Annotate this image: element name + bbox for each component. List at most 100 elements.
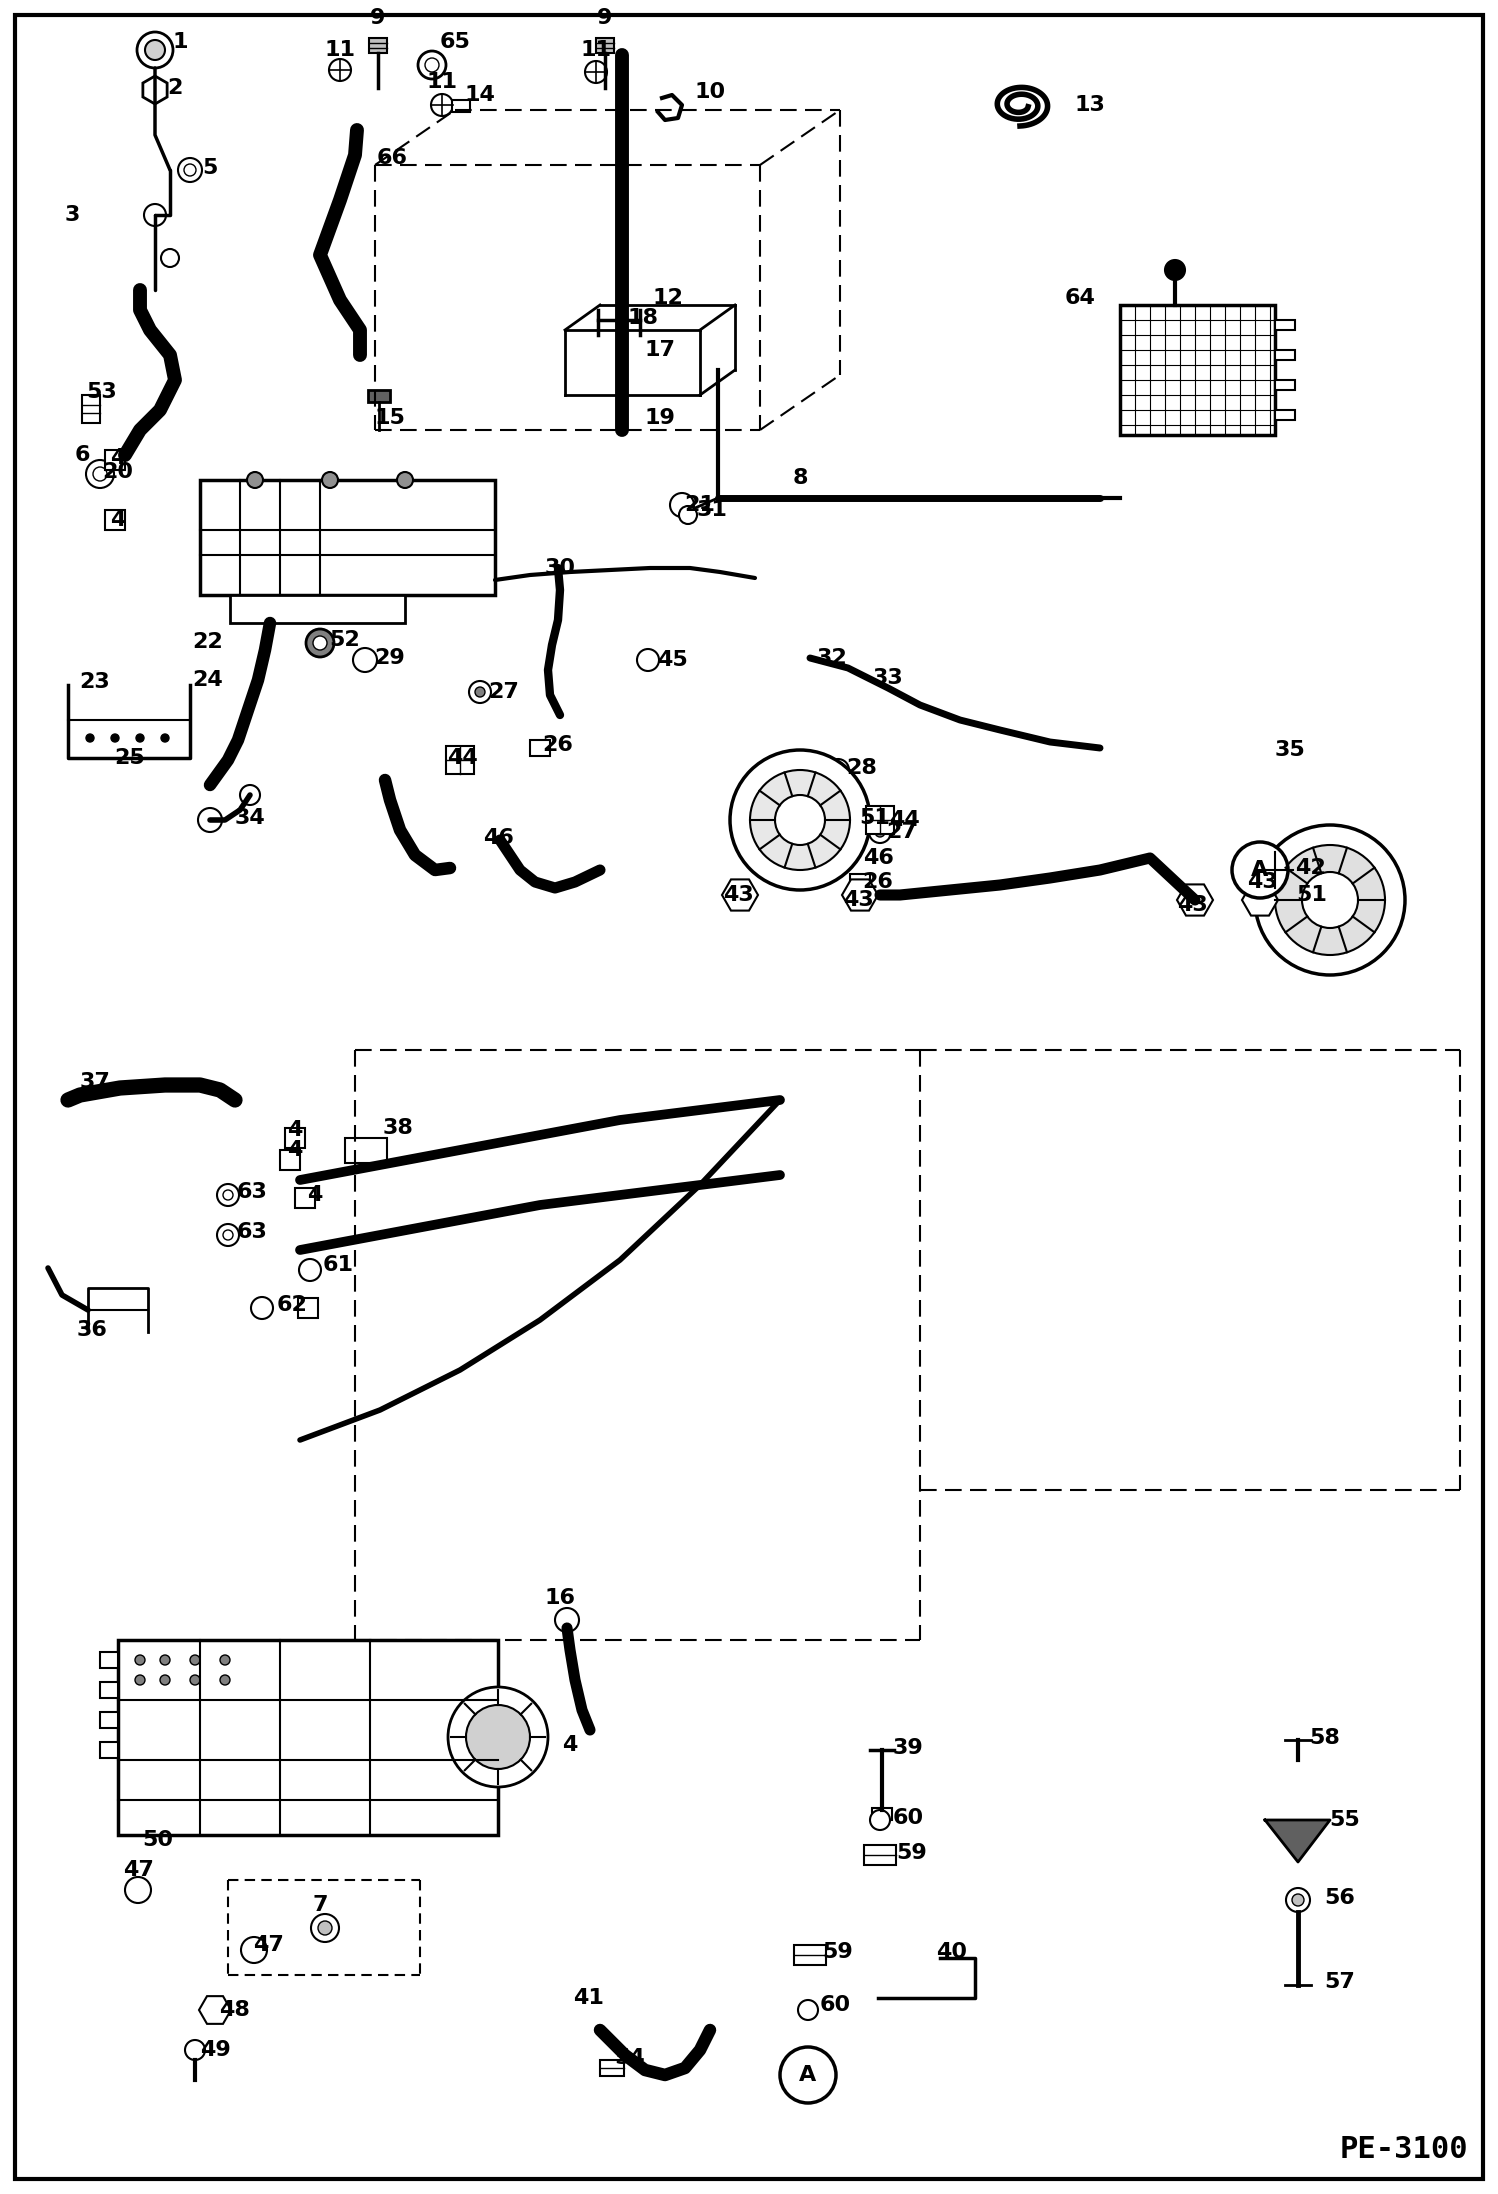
Circle shape <box>1231 842 1288 897</box>
Text: A: A <box>1251 860 1269 880</box>
Text: 60: 60 <box>893 1808 924 1828</box>
Text: 61: 61 <box>322 1255 354 1275</box>
Bar <box>100 1652 118 1667</box>
Circle shape <box>190 1654 201 1665</box>
Text: 29: 29 <box>374 647 406 667</box>
Circle shape <box>730 750 870 891</box>
Circle shape <box>354 647 377 671</box>
Bar <box>369 391 389 402</box>
Text: 26: 26 <box>542 735 574 755</box>
Circle shape <box>85 461 114 487</box>
Circle shape <box>178 158 202 182</box>
Circle shape <box>136 735 144 742</box>
Text: 35: 35 <box>1275 739 1305 759</box>
Text: 44: 44 <box>446 748 478 768</box>
Text: 34: 34 <box>235 807 265 827</box>
Bar <box>100 1711 118 1729</box>
Circle shape <box>466 1705 530 1768</box>
Text: 11: 11 <box>427 72 457 92</box>
Circle shape <box>750 770 849 871</box>
Circle shape <box>300 1259 321 1281</box>
Circle shape <box>469 680 491 702</box>
Text: 14: 14 <box>464 86 496 105</box>
Text: A: A <box>800 2065 816 2084</box>
Circle shape <box>1285 1889 1309 1911</box>
Text: 43: 43 <box>1246 871 1278 893</box>
FancyBboxPatch shape <box>231 595 404 623</box>
Text: 17: 17 <box>644 340 676 360</box>
Text: 4: 4 <box>111 448 126 467</box>
Text: 43: 43 <box>722 884 753 904</box>
Text: 49: 49 <box>199 2040 231 2060</box>
Circle shape <box>135 1674 145 1685</box>
Circle shape <box>322 472 339 487</box>
Bar <box>1275 320 1294 329</box>
Circle shape <box>397 472 413 487</box>
Text: 8: 8 <box>792 467 807 487</box>
Text: 59: 59 <box>897 1843 927 1863</box>
Text: 11: 11 <box>581 39 611 59</box>
Text: 19: 19 <box>644 408 676 428</box>
Circle shape <box>190 1674 201 1685</box>
Circle shape <box>184 2040 205 2060</box>
Bar <box>849 873 870 891</box>
Text: 66: 66 <box>376 147 407 169</box>
Text: 40: 40 <box>936 1942 968 1961</box>
Bar <box>105 450 124 470</box>
Bar <box>295 1187 315 1209</box>
Text: 59: 59 <box>822 1942 854 1961</box>
Circle shape <box>554 1608 580 1632</box>
Circle shape <box>241 1937 267 1964</box>
Circle shape <box>330 59 351 81</box>
Bar <box>452 101 470 112</box>
Circle shape <box>247 472 264 487</box>
Text: 50: 50 <box>142 1830 174 1850</box>
Text: 22: 22 <box>193 632 223 652</box>
Circle shape <box>875 827 885 836</box>
Text: 20: 20 <box>102 463 133 483</box>
Circle shape <box>425 57 439 72</box>
Text: 42: 42 <box>1294 858 1326 878</box>
Text: 43: 43 <box>1176 895 1207 915</box>
Circle shape <box>431 94 452 116</box>
Circle shape <box>869 821 891 842</box>
Circle shape <box>1275 845 1386 954</box>
Text: 12: 12 <box>653 287 683 307</box>
Text: 18: 18 <box>628 307 659 327</box>
Circle shape <box>223 1189 234 1200</box>
Text: 15: 15 <box>374 408 406 428</box>
Text: 6: 6 <box>75 445 90 465</box>
Text: 48: 48 <box>220 2001 250 2021</box>
Circle shape <box>240 785 261 805</box>
Circle shape <box>124 1878 151 1902</box>
Circle shape <box>798 2001 818 2021</box>
Circle shape <box>160 1674 169 1685</box>
Text: 64: 64 <box>1065 287 1095 307</box>
Circle shape <box>780 2047 836 2104</box>
Text: 4: 4 <box>288 1119 303 1141</box>
Circle shape <box>475 687 485 698</box>
Text: 10: 10 <box>695 81 725 101</box>
Circle shape <box>160 1654 169 1665</box>
Text: 3: 3 <box>64 204 79 226</box>
Text: 4: 4 <box>307 1185 322 1205</box>
Circle shape <box>774 794 825 845</box>
Bar <box>1275 351 1294 360</box>
Text: 2: 2 <box>168 79 183 99</box>
Circle shape <box>827 759 849 781</box>
Bar <box>100 1683 118 1698</box>
Circle shape <box>448 1687 548 1786</box>
Circle shape <box>1257 851 1293 889</box>
Circle shape <box>679 507 697 524</box>
Text: 47: 47 <box>253 1935 283 1955</box>
Text: 36: 36 <box>76 1321 108 1341</box>
Text: 57: 57 <box>1324 1972 1356 1992</box>
Bar <box>298 1299 318 1319</box>
Text: 37: 37 <box>79 1073 111 1093</box>
Bar <box>82 395 100 423</box>
Bar <box>530 739 550 757</box>
Text: 4: 4 <box>562 1735 578 1755</box>
Circle shape <box>220 1674 231 1685</box>
Bar <box>100 1742 118 1757</box>
Circle shape <box>220 1654 231 1665</box>
